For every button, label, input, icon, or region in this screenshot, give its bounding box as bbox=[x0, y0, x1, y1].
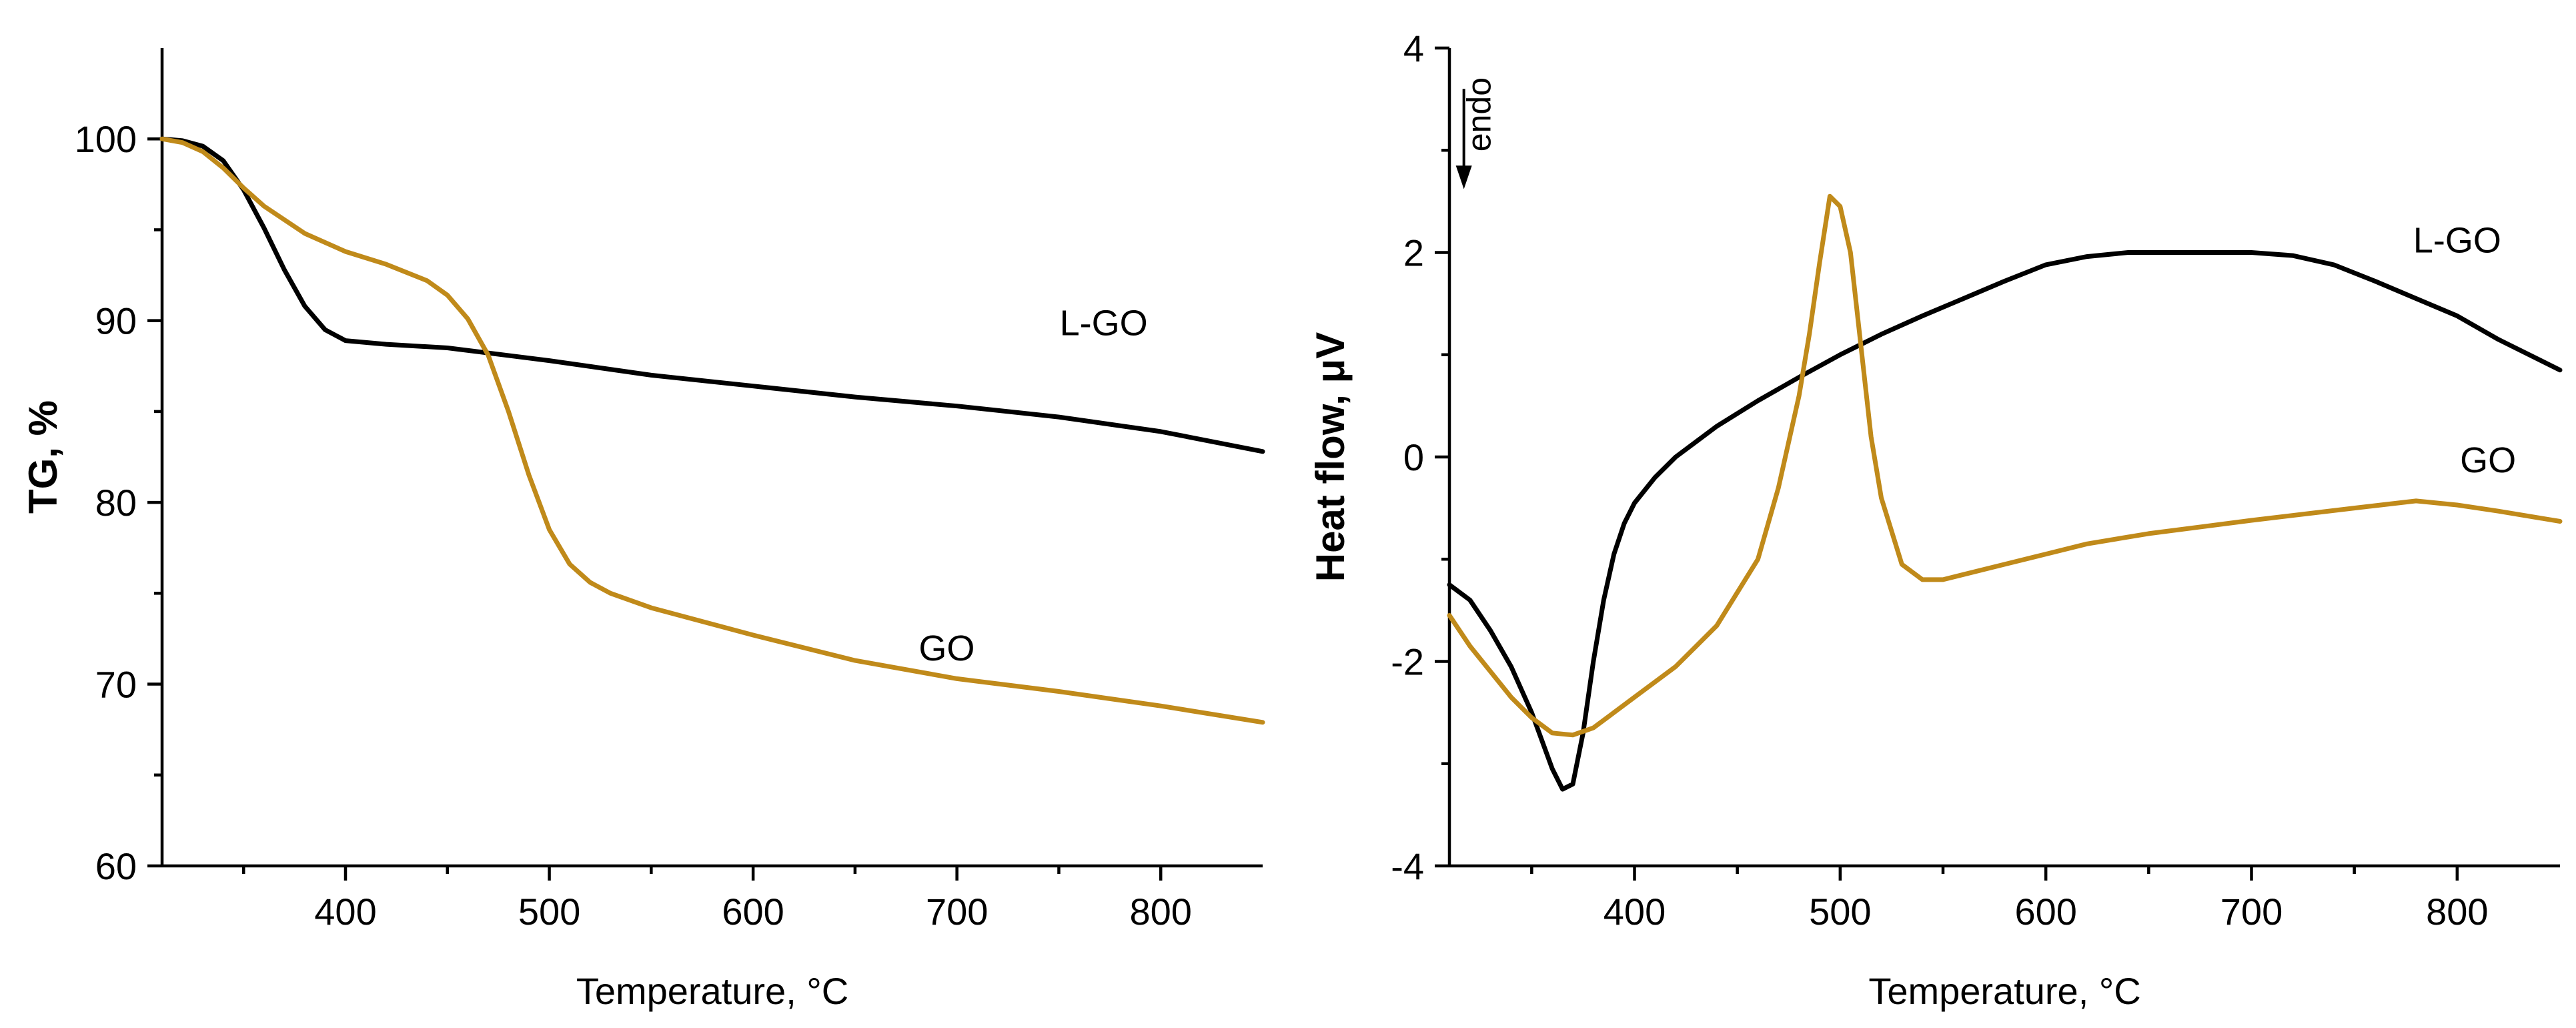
x-axis-title: Temperature, °C bbox=[576, 970, 848, 1012]
x-tick-label: 500 bbox=[1809, 891, 1871, 933]
endo-label: endo bbox=[1461, 77, 1498, 151]
series-line-go bbox=[159, 136, 1265, 725]
x-tick-label: 800 bbox=[1130, 891, 1192, 933]
y-tick-label: -4 bbox=[1391, 845, 1424, 887]
x-tick-label: 800 bbox=[2426, 891, 2488, 933]
series-label-go: GO bbox=[2460, 440, 2516, 480]
series-line-l-go bbox=[1447, 250, 2563, 792]
y-tick-label: 80 bbox=[95, 482, 137, 524]
y-tick-label: 70 bbox=[95, 664, 137, 706]
series-label-l-go: L-GO bbox=[1060, 303, 1148, 343]
series-line-go bbox=[1447, 193, 2563, 738]
heat-flow-chart: 400 500 600 700 800 -4 -2 0 2 4 Temperature, °C Hea… bbox=[1308, 27, 2563, 1012]
series-label-go: GO bbox=[918, 628, 975, 668]
x-tick-label: 400 bbox=[314, 891, 376, 933]
y-tick-label: 90 bbox=[95, 300, 137, 342]
y-tick-label: 4 bbox=[1403, 27, 1424, 69]
x-tick-label: 600 bbox=[722, 891, 784, 933]
y-tick-label: -2 bbox=[1391, 641, 1424, 683]
series-label-l-go: L-GO bbox=[2413, 221, 2501, 261]
y-tick-label: 100 bbox=[75, 118, 137, 160]
y-tick-label: 60 bbox=[95, 845, 137, 887]
endo-arrow-head bbox=[1455, 165, 1472, 189]
series-line-l-go bbox=[159, 136, 1265, 454]
x-axis-title: Temperature, °C bbox=[1868, 970, 2140, 1012]
y-axis-title: TG, % bbox=[21, 400, 65, 514]
y-tick-label: 2 bbox=[1403, 232, 1424, 274]
x-tick-label: 600 bbox=[2014, 891, 2076, 933]
x-tick-label: 400 bbox=[1603, 891, 1666, 933]
tg-chart: 400 500 600 700 800 60 70 80 90 100 Temperature, °… bbox=[21, 48, 1265, 1012]
x-tick-label: 700 bbox=[926, 891, 988, 933]
x-tick-label: 700 bbox=[2220, 891, 2283, 933]
y-tick-label: 0 bbox=[1403, 436, 1424, 478]
x-tick-label: 500 bbox=[518, 891, 580, 933]
y-axis-title: Heat flow, μV bbox=[1308, 332, 1353, 582]
